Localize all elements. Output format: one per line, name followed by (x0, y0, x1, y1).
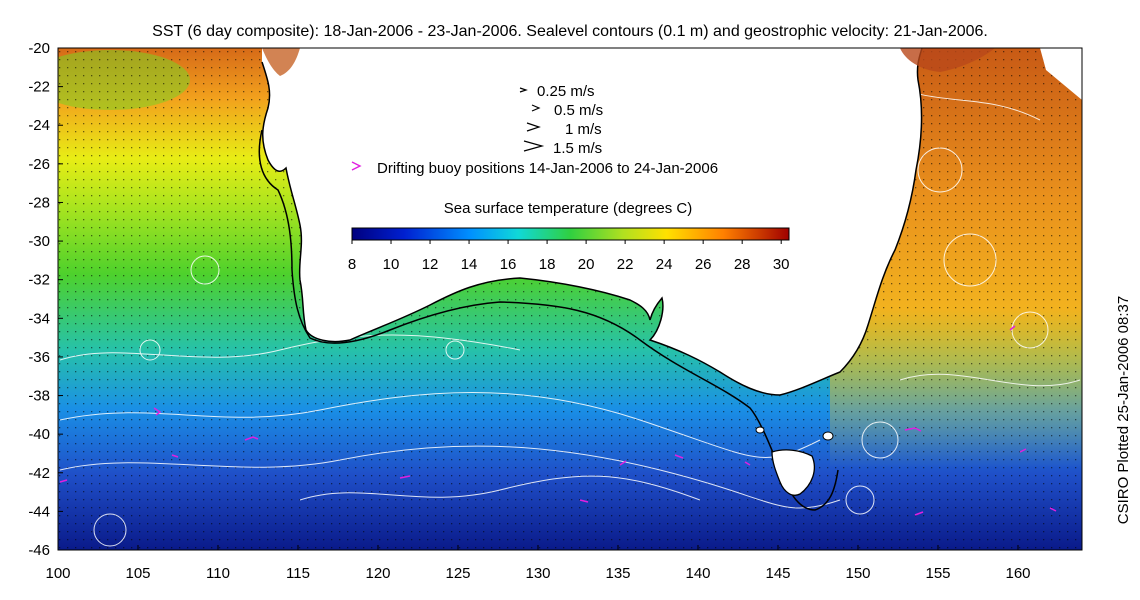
legend-arrow-15 (523, 140, 545, 152)
velocity-legend: 0.25 m/s 0.5 m/s 1 m/s 1.5 m/s Drifting … (351, 83, 718, 177)
colorbar: Sea surface temperature (degrees C) 8 10 1… (348, 200, 790, 273)
x-tick-label: 155 (925, 565, 950, 582)
x-axis: 100 105 110 115 120 125 130 135 140 145 150 155 160 (45, 545, 1031, 582)
legend-drifter-label: Drifting buoy positions 14-Jan-2006 to 2… (377, 160, 718, 177)
y-tick-label: -34 (28, 310, 50, 327)
colorbar-ticks: 8 10 12 14 16 18 20 22 24 26 28 30 (348, 240, 790, 273)
x-tick-label: 160 (1005, 565, 1030, 582)
x-tick-label: 120 (365, 565, 390, 582)
y-tick-label: -20 (28, 40, 50, 57)
northwest-coast-warm-strip (262, 48, 300, 76)
plot-frame (57, 47, 1083, 551)
colorbar-tick-label: 28 (734, 256, 751, 273)
sealevel-contours (59, 79, 1081, 547)
plot-area (58, 48, 1082, 550)
x-tick-label: 145 (765, 565, 790, 582)
no-data-patch (1040, 48, 1082, 100)
y-tick-label: -40 (28, 426, 50, 443)
legend-arrow-1 (526, 122, 541, 132)
northeast-warm-patch (900, 48, 995, 72)
colorbar-tick-label: 16 (500, 256, 517, 273)
australia-landmass (262, 48, 922, 395)
legend-drifter-marker (351, 161, 362, 171)
x-tick-label: 135 (605, 565, 630, 582)
colorbar-tick-label: 18 (539, 256, 556, 273)
y-tick-label: -24 (28, 117, 50, 134)
colorbar-tick-label: 14 (461, 256, 478, 273)
x-tick-label: 125 (445, 565, 470, 582)
y-tick-label: -30 (28, 233, 50, 250)
drifter-tracks (59, 55, 1069, 516)
x-tick-label: 110 (206, 565, 230, 582)
y-tick-label: -38 (28, 388, 50, 405)
x-tick-label: 150 (845, 565, 870, 582)
figure-title: SST (6 day composite): 18-Jan-2006 - 23-… (152, 23, 988, 40)
colorbar-title: Sea surface temperature (degrees C) (444, 200, 692, 217)
colorbar-tick-label: 12 (422, 256, 439, 273)
y-tick-label: -44 (28, 503, 50, 520)
y-tick-label: -32 (28, 272, 50, 289)
colorbar-tick-label: 22 (617, 256, 634, 273)
y-axis: -20 -22 -24 -26 -28 -30 -32 -34 -36 -38 -40 -42 -44 -… (28, 40, 63, 559)
colorbar-tick-label: 8 (348, 256, 356, 273)
y-tick-label: -22 (28, 79, 50, 96)
australia-coastline (261, 48, 923, 396)
colorbar-tick-label: 30 (773, 256, 790, 273)
x-tick-label: 105 (125, 565, 150, 582)
king-island (755, 426, 765, 434)
colorbar-scale (351, 227, 790, 241)
colorbar-tick-label: 10 (383, 256, 400, 273)
legend-speed-025: 0.25 m/s (537, 83, 595, 100)
legend-speed-05: 0.5 m/s (554, 102, 603, 119)
y-tick-label: -26 (28, 156, 50, 173)
x-tick-label: 115 (286, 565, 310, 582)
legend-speed-15: 1.5 m/s (553, 140, 602, 157)
flinders-island (822, 431, 834, 441)
y-tick-label: -28 (28, 194, 50, 211)
legend-arrow-025 (519, 87, 528, 93)
legend-speed-1: 1 m/s (565, 121, 602, 138)
x-tick-label: 100 (45, 565, 70, 582)
colorbar-tick-label: 26 (695, 256, 712, 273)
plot-credit: CSIRO Plotted 25-Jan-2006 08:37 (1115, 296, 1132, 524)
colorbar-tick-label: 24 (656, 256, 673, 273)
legend-arrow-05 (531, 104, 541, 112)
y-tick-label: -46 (28, 542, 50, 559)
x-tick-label: 140 (685, 565, 710, 582)
tasmania (771, 449, 815, 496)
y-tick-label: -42 (28, 465, 50, 482)
colorbar-tick-label: 20 (578, 256, 595, 273)
x-tick-label: 130 (525, 565, 550, 582)
y-tick-label: -36 (28, 349, 50, 366)
